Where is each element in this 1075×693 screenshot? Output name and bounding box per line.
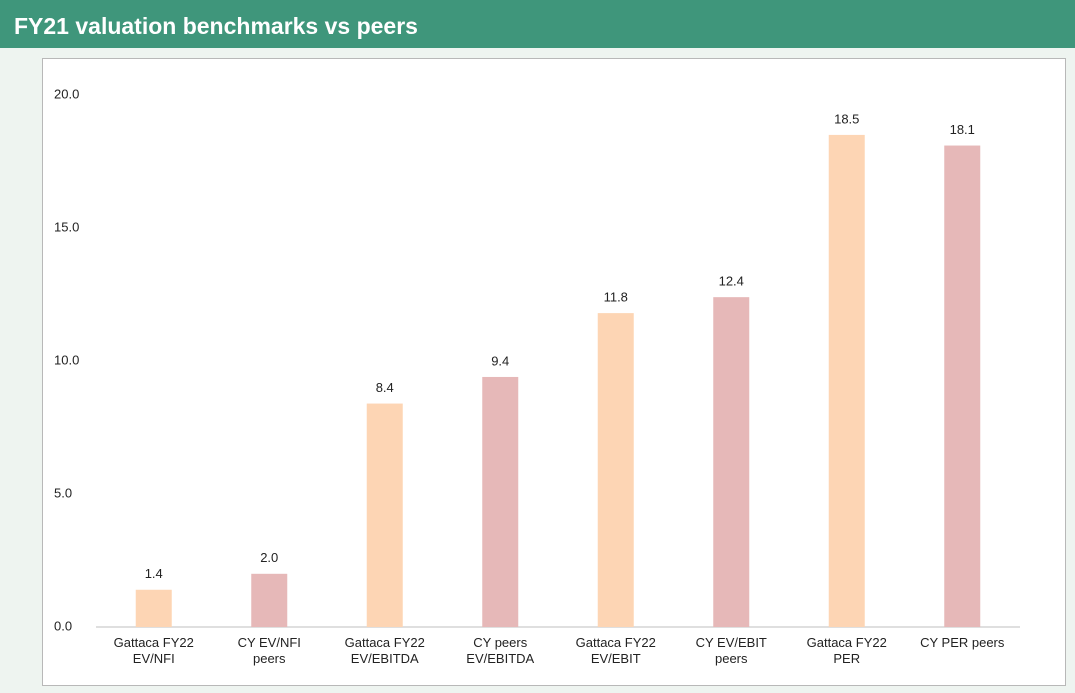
y-tick-label: 10.0 (54, 352, 79, 367)
x-tick-label: Gattaca FY22 EV/EBITDA (344, 635, 425, 666)
x-tick-label: Gattaca FY22 EV/NFI (113, 635, 194, 666)
x-tick-label: CY EV/EBIT peers (695, 635, 767, 666)
y-tick-label: 20.0 (54, 86, 79, 101)
bar (482, 376, 519, 627)
data-label: 18.1 (950, 122, 975, 137)
bar (828, 134, 865, 627)
bar (713, 297, 750, 627)
data-label: 8.4 (376, 380, 394, 395)
x-tick-label: Gattaca FY22 PER (806, 635, 887, 666)
data-label: 9.4 (491, 353, 509, 368)
y-tick-label: 5.0 (54, 485, 72, 500)
x-tick-label: CY EV/NFI peers (237, 635, 301, 666)
chart-frame (42, 58, 1066, 686)
x-tick-label: Gattaca FY22 EV/EBIT (575, 635, 656, 666)
data-label: 12.4 (719, 274, 744, 289)
bar (944, 145, 981, 628)
bar (251, 573, 288, 627)
data-label: 1.4 (145, 566, 163, 581)
bar (597, 313, 634, 627)
data-label: 2.0 (260, 550, 278, 565)
data-label: 18.5 (834, 111, 859, 126)
data-label: 11.8 (604, 290, 628, 305)
bar (135, 589, 172, 627)
y-tick-label: 0.0 (54, 618, 72, 633)
y-tick-label: 15.0 (54, 219, 79, 234)
x-tick-label: CY PER peers (920, 635, 1005, 650)
bar (366, 403, 403, 627)
chart-title: FY21 valuation benchmarks vs peers (0, 0, 1075, 48)
x-tick-label: CY peers EV/EBITDA (466, 635, 535, 666)
